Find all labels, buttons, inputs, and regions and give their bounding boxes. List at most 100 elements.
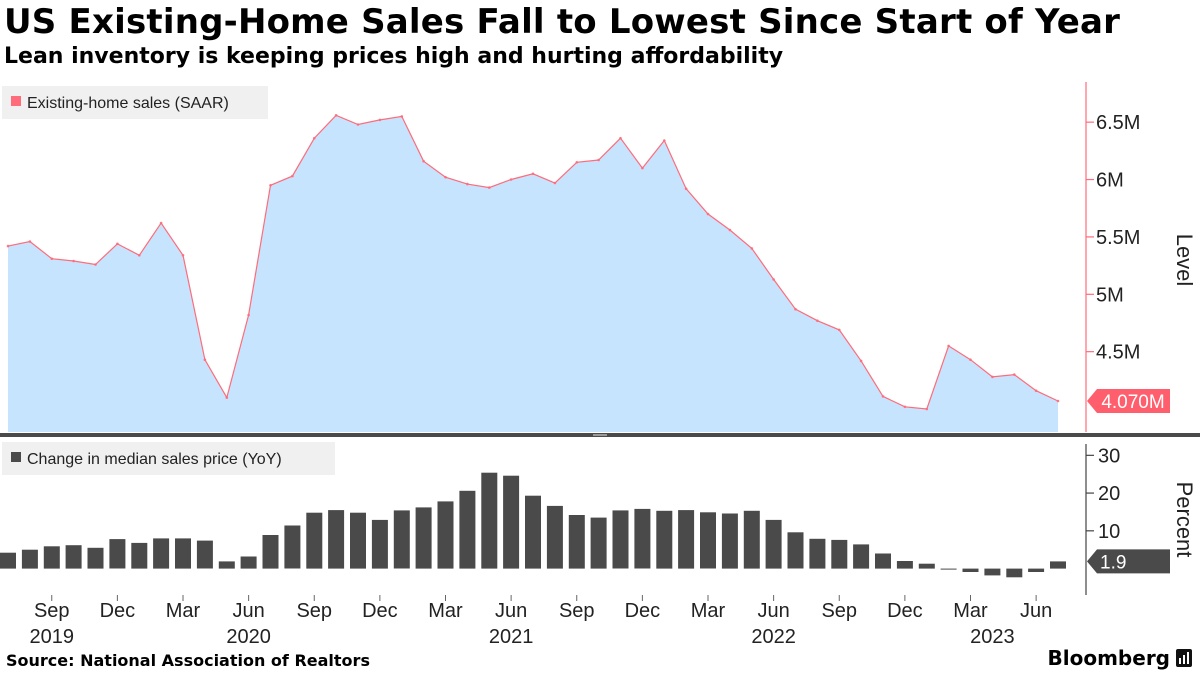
sales-point (94, 263, 97, 266)
sales-point (138, 254, 141, 257)
sales-point (575, 161, 579, 164)
sales-point (969, 358, 972, 362)
x-tick-label: Mar (691, 600, 726, 622)
sales-point (378, 118, 382, 122)
x-tick-label: Jun (758, 600, 790, 622)
price-bar (109, 539, 126, 569)
x-tick-label: Sep (34, 600, 70, 622)
price-bar (853, 544, 870, 569)
sales-point (925, 407, 929, 411)
price-bar (1050, 561, 1066, 569)
x-tick-label: Dec (362, 600, 398, 622)
sales-point (444, 175, 447, 179)
price-bar (896, 561, 913, 569)
price-bar (612, 510, 629, 569)
x-year-label: 2019 (30, 626, 75, 648)
x-year-label: 2020 (226, 626, 271, 648)
price-bar (415, 507, 432, 569)
sales-point (422, 159, 425, 163)
sales-point (597, 158, 600, 162)
sales-point (750, 247, 754, 250)
chart-title: US Existing-Home Sales Fall to Lowest Si… (4, 2, 1121, 42)
x-tick-label: Jun (233, 600, 265, 622)
bottom-y-tick-label: 30 (1098, 445, 1120, 467)
sales-point (728, 228, 732, 232)
top-y-axis-title: Level (1172, 234, 1197, 287)
price-bar (175, 538, 191, 569)
x-tick-label: Mar (428, 600, 463, 622)
x-tick-label: Dec (100, 600, 136, 622)
top-legend-box (2, 86, 268, 119)
price-bar (371, 519, 388, 569)
price-bar (503, 475, 520, 569)
top-last-value-label: 4.070M (1101, 392, 1164, 413)
x-tick-label: Mar (953, 600, 988, 622)
panel-divider-grip (593, 434, 607, 436)
sales-point (116, 242, 119, 246)
top-legend-swatch (11, 96, 21, 106)
bottom-last-value-callout (1087, 549, 1170, 574)
price-bar (743, 510, 760, 569)
price-bar (153, 538, 170, 569)
price-bar (918, 563, 935, 569)
bloomberg-logo: Bloomberg (1048, 646, 1192, 670)
bottom-y-tick-label: 10 (1098, 521, 1120, 543)
sales-point (203, 358, 207, 362)
price-bar (700, 512, 716, 569)
x-tick-label: Dec (625, 600, 661, 622)
price-bar (459, 490, 476, 569)
sales-point (225, 396, 229, 399)
price-bar (1028, 568, 1045, 572)
price-bar (656, 510, 673, 569)
sales-point (772, 278, 775, 281)
sales-point (991, 375, 994, 379)
sales-point (859, 359, 863, 363)
sales-point (706, 212, 710, 216)
sales-point (28, 240, 32, 243)
price-bar (284, 525, 301, 569)
sales-point (1013, 373, 1016, 376)
price-bar (350, 512, 366, 569)
price-bar (831, 539, 848, 569)
top-y-tick-label: 6M (1096, 170, 1124, 192)
price-bar (87, 547, 104, 569)
price-bar (328, 510, 345, 569)
x-tick-label: Sep (296, 600, 332, 622)
price-bar (1006, 568, 1023, 578)
bottom-legend-swatch (11, 452, 21, 462)
sales-point (531, 172, 535, 176)
bottom-last-value-label: 1.9 (1100, 552, 1126, 573)
sales-point (50, 257, 54, 261)
sales-point (1056, 399, 1060, 403)
price-bar (678, 510, 695, 569)
price-bar (546, 505, 563, 569)
bottom-legend-box (2, 442, 335, 475)
sales-point (6, 244, 10, 248)
x-tick-label: Sep (559, 600, 595, 622)
bottom-y-axis-title: Percent (1172, 482, 1197, 558)
sales-point (663, 139, 666, 142)
sales-point (488, 186, 491, 189)
price-bar (765, 519, 782, 569)
sales-point (794, 307, 797, 311)
bottom-y-tick-label: 20 (1098, 483, 1120, 505)
top-y-tick-label: 5.5M (1096, 227, 1140, 249)
sales-point (72, 259, 75, 263)
sales-point (356, 123, 360, 126)
sales-point (641, 166, 644, 170)
sales-point (684, 187, 688, 190)
sales-point (466, 182, 469, 186)
sales-point (816, 319, 819, 323)
sales-point (181, 254, 185, 257)
chart-subtitle: Lean inventory is keeping prices high an… (4, 44, 784, 69)
bloomberg-terminal-icon (1176, 649, 1192, 667)
price-bar (196, 540, 213, 569)
price-bar (240, 556, 257, 569)
sales-point (838, 328, 841, 332)
sales-point (247, 313, 250, 317)
price-bar (962, 568, 979, 572)
price-bar (590, 517, 607, 569)
price-bar (218, 561, 235, 569)
top-y-tick-label: 5M (1096, 284, 1124, 306)
sales-point (903, 405, 907, 409)
